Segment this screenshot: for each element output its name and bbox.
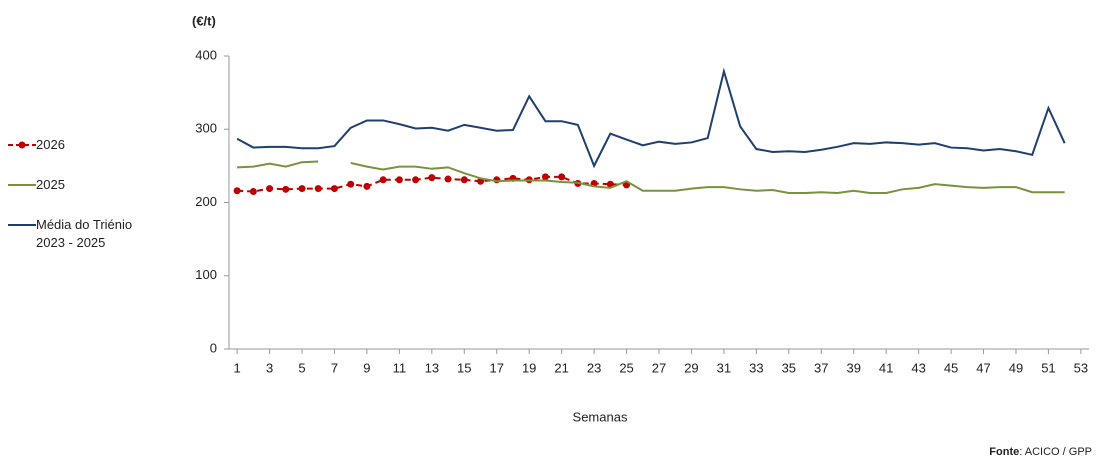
data-point [266, 185, 274, 193]
x-tick-label: 39 [846, 360, 860, 375]
legend-label: 2026 [36, 137, 65, 152]
x-tick-label: 23 [587, 360, 601, 375]
data-point [363, 182, 371, 190]
x-tick-label: 45 [944, 360, 958, 375]
legend-marker [18, 141, 26, 149]
x-tick-label: 19 [522, 360, 536, 375]
data-point [541, 173, 549, 181]
x-tick-label: 31 [717, 360, 731, 375]
x-tick-label: 9 [363, 360, 370, 375]
data-point [606, 180, 614, 188]
x-tick-label: 13 [425, 360, 439, 375]
data-point [460, 176, 468, 184]
data-point [314, 185, 322, 193]
data-point [347, 180, 355, 188]
legend-label: 2025 [36, 177, 65, 192]
x-tick-label: 15 [457, 360, 471, 375]
x-tick-label: 51 [1041, 360, 1055, 375]
x-tick-label: 35 [782, 360, 796, 375]
x-tick-label: 33 [749, 360, 763, 375]
data-point [428, 174, 436, 182]
legend-swatch [8, 224, 36, 226]
legend-item: 2025 [8, 176, 161, 194]
y-tick-label: 0 [210, 340, 217, 355]
data-point [412, 176, 420, 184]
y-tick-label: 200 [195, 194, 217, 209]
x-axis-label: Semanas [573, 409, 628, 424]
x-tick-label: 41 [879, 360, 893, 375]
source-text: : ACICO / GPP [1019, 446, 1092, 458]
legend-swatch [8, 141, 36, 149]
x-tick-label: 53 [1074, 360, 1088, 375]
source-label: Fonte [989, 446, 1019, 458]
legend: 2026 2025 Média do Triénio 2023 - 2025 [8, 136, 161, 274]
x-tick-label: 1 [233, 360, 240, 375]
y-tick-label: 100 [195, 267, 217, 282]
data-point [395, 176, 403, 184]
x-tick-label: 43 [911, 360, 925, 375]
legend-item: 2026 [8, 136, 161, 154]
source: Fonte: ACICO / GPP [989, 446, 1092, 458]
x-tick-label: 29 [684, 360, 698, 375]
x-tick-label: 47 [976, 360, 990, 375]
x-tick-label: 5 [298, 360, 305, 375]
data-point [282, 185, 290, 193]
data-point [298, 185, 306, 193]
x-tick-label: 17 [490, 360, 504, 375]
data-point [379, 176, 387, 184]
x-tick-label: 27 [652, 360, 666, 375]
legend-swatch [8, 184, 36, 186]
series-line [237, 160, 1065, 194]
x-tick-label: 21 [554, 360, 568, 375]
data-point [330, 185, 338, 193]
x-tick-label: 7 [331, 360, 338, 375]
data-point [249, 188, 257, 196]
x-tick-label: 49 [1009, 360, 1023, 375]
data-point [558, 173, 566, 181]
data-point [233, 187, 241, 195]
x-tick-label: 37 [814, 360, 828, 375]
legend-item: Média do Triénio 2023 - 2025 [8, 216, 161, 252]
y-tick-label: 300 [195, 121, 217, 136]
y-axis-label: (€/t) [192, 13, 216, 28]
y-tick-label: 400 [195, 47, 217, 62]
data-point [444, 175, 452, 183]
x-tick-label: 25 [619, 360, 633, 375]
series-line [236, 67, 1066, 169]
x-tick-label: 11 [393, 360, 407, 375]
legend-label: Média do Triénio 2023 - 2025 [36, 217, 133, 250]
x-tick-label: 3 [266, 360, 273, 375]
